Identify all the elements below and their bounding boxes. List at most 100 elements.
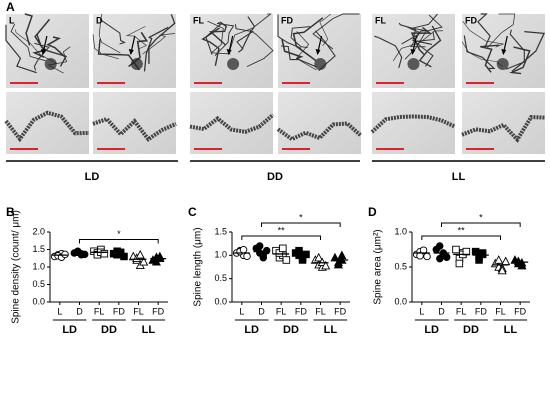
- data-point: [330, 252, 340, 262]
- x-tick-label: FD: [295, 306, 307, 316]
- dendrite: [462, 21, 505, 48]
- y-tick-label: 0.0: [32, 296, 45, 306]
- y-tick-label: 1.0: [394, 226, 407, 236]
- data-point: [255, 242, 264, 250]
- x-tick-label: FD: [475, 306, 487, 316]
- panel-label: D: [368, 205, 377, 219]
- dendrite: [92, 34, 119, 60]
- micrograph-bg: [190, 14, 273, 88]
- micrograph: FD: [277, 13, 361, 88]
- dendrite: [319, 13, 332, 47]
- micrograph: [370, 92, 456, 154]
- dendrite: [143, 26, 169, 72]
- significance-label: *: [299, 212, 303, 222]
- dendrite: [290, 26, 311, 49]
- dendrite: [509, 46, 531, 75]
- data-point: [435, 242, 444, 250]
- dendrite: [24, 13, 33, 46]
- y-tick-label: 0.0: [214, 296, 227, 306]
- data-point: [100, 249, 109, 258]
- data-point: [442, 253, 451, 261]
- dendrite: [463, 35, 496, 70]
- arrow-head: [128, 49, 134, 55]
- significance-label: **: [458, 225, 466, 235]
- x-tick-label: FD: [334, 306, 346, 316]
- micrograph: L: [5, 13, 89, 88]
- group-label: LD: [85, 171, 100, 183]
- dendrite: [374, 35, 403, 69]
- group-label: LD: [62, 324, 77, 336]
- y-axis-label: Spine length (μm): [193, 227, 204, 306]
- group-label: DD: [283, 324, 299, 336]
- micrograph: [276, 92, 363, 154]
- data-point: [455, 259, 464, 268]
- dendrite: [487, 13, 516, 48]
- dendrite: [505, 29, 525, 70]
- tile-label: FD: [465, 15, 477, 25]
- group-label: LL: [324, 324, 338, 336]
- data-point: [262, 246, 271, 255]
- micrograph: [92, 92, 177, 154]
- data-point: [314, 252, 324, 262]
- dendrite: [46, 36, 66, 58]
- data-point: [135, 249, 145, 259]
- significance-bracket: [79, 239, 159, 244]
- tile-label: D: [96, 15, 103, 25]
- micrograph: FL: [372, 13, 455, 88]
- dendrite: [292, 17, 324, 62]
- dendrite: [214, 22, 235, 57]
- x-tick-label: FD: [152, 306, 164, 316]
- y-tick-label: 1.5: [214, 226, 227, 236]
- x-tick-label: FL: [133, 306, 144, 316]
- micrograph: D: [92, 13, 176, 88]
- dendrite: [205, 21, 221, 55]
- data-point: [494, 255, 504, 264]
- dendrite: [461, 114, 546, 143]
- x-tick-label: FL: [276, 306, 287, 316]
- tile-label: L: [9, 15, 15, 25]
- x-tick-label: FD: [113, 306, 125, 316]
- micrograph-bg: [190, 92, 273, 154]
- dendrite: [407, 27, 428, 48]
- micrograph-bg: [278, 92, 361, 154]
- panel-label: A: [6, 0, 15, 14]
- data-point: [139, 256, 149, 266]
- y-tick-label: 1.0: [32, 261, 45, 271]
- soma: [44, 58, 57, 70]
- dendrite: [97, 39, 140, 71]
- micrograph: FL: [190, 13, 274, 88]
- x-tick-label: FL: [94, 306, 105, 316]
- arrow-head: [410, 49, 416, 55]
- dendrite: [410, 26, 432, 55]
- arrow-head: [226, 49, 232, 55]
- dendrite: [98, 13, 121, 54]
- data-point: [302, 250, 310, 259]
- dendrite: [511, 30, 546, 72]
- x-tick-label: L: [239, 306, 244, 316]
- y-tick-label: 0.0: [394, 296, 407, 306]
- y-tick-label: 0.5: [394, 261, 407, 271]
- data-point: [501, 256, 511, 266]
- dendrite: [92, 116, 177, 142]
- x-tick-label: D: [76, 306, 83, 316]
- significance-label: *: [479, 212, 483, 222]
- x-tick-label: D: [258, 306, 265, 316]
- panel-label: C: [188, 205, 197, 219]
- data-point: [151, 256, 161, 266]
- x-tick-label: D: [438, 306, 445, 316]
- soma: [130, 58, 143, 70]
- y-tick-label: 0.5: [214, 273, 227, 283]
- data-point: [423, 252, 431, 261]
- y-axis-label: Spine area (μm²): [373, 229, 384, 304]
- significance-bracket: [421, 235, 501, 240]
- dendrite: [10, 23, 46, 62]
- data-point: [497, 265, 507, 275]
- dendrite: [370, 114, 456, 134]
- micrograph-bg: [372, 92, 455, 154]
- arrow-head: [40, 49, 46, 55]
- dendrite: [418, 25, 442, 68]
- dendrite: [477, 13, 491, 48]
- dendrite: [148, 14, 176, 64]
- dendrite: [237, 16, 256, 53]
